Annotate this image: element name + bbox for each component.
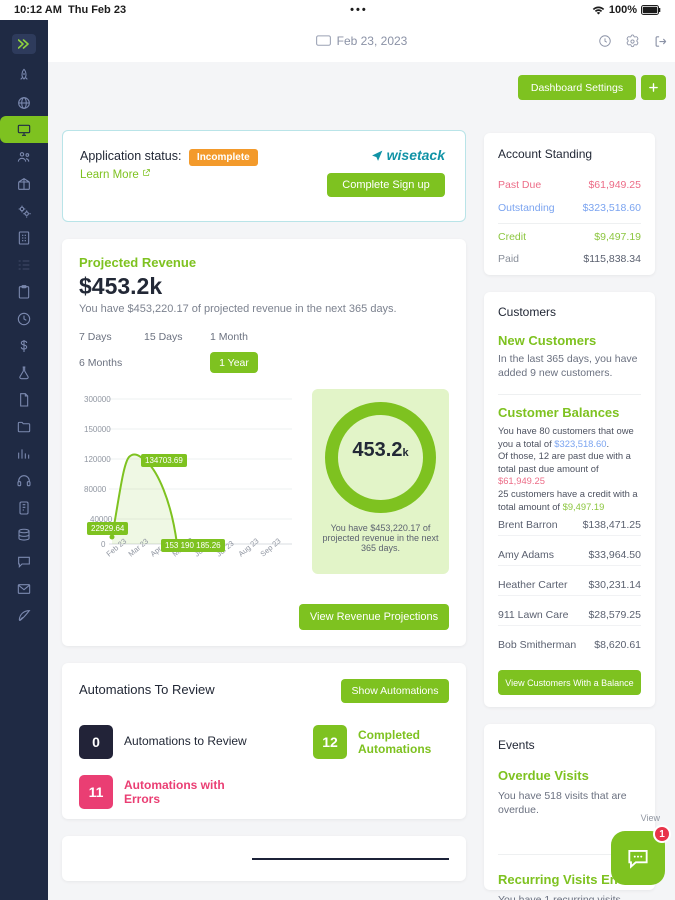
svg-text:120000: 120000 xyxy=(84,455,111,464)
svg-text:300000: 300000 xyxy=(84,395,111,404)
svg-text:150000: 150000 xyxy=(84,425,111,434)
svg-text:80000: 80000 xyxy=(84,485,107,494)
svg-text:Sep 23: Sep 23 xyxy=(259,536,283,558)
svg-text:0: 0 xyxy=(101,540,106,549)
svg-text:Aug 23: Aug 23 xyxy=(237,536,261,558)
